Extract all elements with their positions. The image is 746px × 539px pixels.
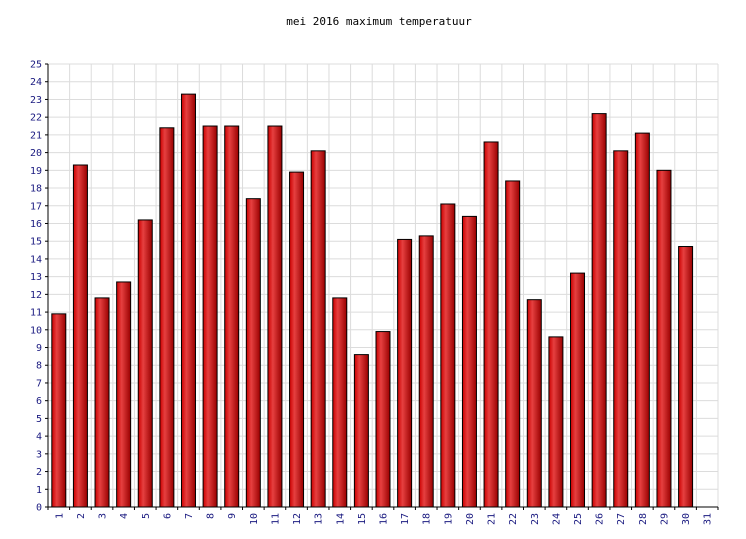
x-tick-label: 6 [162, 513, 173, 519]
bar-day-8 [202, 125, 218, 508]
bar-day-11 [267, 125, 283, 508]
x-tick-label: 22 [508, 513, 519, 525]
x-tick-label: 14 [335, 513, 346, 525]
bar-day-1 [51, 313, 67, 508]
x-tick-label: 19 [443, 513, 454, 525]
x-tick-label: 28 [638, 513, 649, 525]
x-tick-label: 10 [249, 513, 260, 525]
x-tick-label: 2 [76, 513, 87, 519]
bar-day-29 [656, 169, 672, 508]
bar-day-7 [180, 93, 196, 508]
x-tick-label: 20 [465, 513, 476, 525]
x-tick-label: 4 [119, 513, 130, 519]
y-tick-label: 9 [36, 343, 42, 354]
x-tick-label: 12 [292, 513, 303, 525]
x-tick-label: 9 [227, 513, 238, 519]
y-tick-label: 16 [30, 219, 42, 230]
y-tick-label: 4 [36, 432, 42, 443]
x-tick-label: 16 [379, 513, 390, 525]
y-tick-label: 15 [30, 237, 42, 248]
y-tick-label: 14 [30, 254, 42, 265]
y-tick-label: 13 [30, 272, 42, 283]
y-tick-label: 0 [36, 503, 42, 514]
bars [51, 93, 694, 508]
x-tick-label: 31 [703, 513, 714, 525]
y-tick-label: 19 [30, 166, 42, 177]
y-tick-label: 17 [30, 201, 42, 212]
x-tick-label: 25 [573, 513, 584, 525]
bar-day-24 [548, 336, 564, 508]
y-axis-ticks: 0123456789101112131415161718192021222324… [30, 60, 42, 514]
bar-day-2 [72, 164, 88, 508]
axes [45, 63, 719, 510]
x-tick-label: 11 [270, 513, 281, 525]
x-tick-label: 23 [530, 513, 541, 525]
y-tick-label: 6 [36, 396, 42, 407]
x-tick-label: 27 [616, 513, 627, 525]
bar-day-19 [440, 203, 456, 508]
x-tick-label: 26 [595, 513, 606, 525]
y-tick-label: 11 [30, 308, 42, 319]
bar-day-12 [289, 171, 305, 508]
chart-title: mei 2016 maximum temperatuur [286, 15, 472, 28]
bar-day-27 [613, 150, 629, 508]
x-tick-label: 1 [54, 513, 65, 519]
bar-day-17 [397, 238, 413, 508]
bar-day-22 [505, 180, 521, 508]
y-tick-label: 23 [30, 95, 42, 106]
y-tick-label: 10 [30, 325, 42, 336]
bar-day-26 [591, 113, 607, 508]
y-tick-label: 5 [36, 414, 42, 425]
x-tick-label: 21 [487, 513, 498, 525]
y-tick-label: 21 [30, 130, 42, 141]
y-tick-label: 2 [36, 467, 42, 478]
bar-day-14 [332, 297, 348, 508]
x-tick-label: 17 [400, 513, 411, 525]
bar-day-21 [483, 141, 499, 508]
x-tick-label: 7 [184, 513, 195, 519]
bar-day-5 [137, 219, 153, 508]
y-tick-label: 20 [30, 148, 42, 159]
bar-day-15 [353, 354, 369, 508]
x-tick-label: 8 [206, 513, 217, 519]
x-tick-label: 5 [141, 513, 152, 519]
x-tick-label: 13 [314, 513, 325, 525]
x-tick-label: 24 [551, 513, 562, 525]
y-tick-label: 25 [30, 60, 42, 71]
bar-day-23 [526, 299, 542, 508]
y-tick-label: 7 [36, 378, 42, 389]
bar-day-28 [634, 132, 650, 508]
bar-day-10 [245, 198, 261, 508]
bar-day-20 [461, 215, 477, 508]
x-tick-label: 18 [422, 513, 433, 525]
bar-day-4 [116, 281, 132, 508]
bar-day-3 [94, 297, 110, 508]
x-tick-label: 15 [357, 513, 368, 525]
y-tick-label: 1 [36, 485, 42, 496]
bar-day-16 [375, 331, 391, 508]
bar-day-25 [570, 272, 586, 508]
bar-day-30 [678, 246, 694, 508]
y-tick-label: 24 [30, 77, 42, 88]
y-tick-label: 18 [30, 184, 42, 195]
y-tick-label: 8 [36, 361, 42, 372]
y-tick-label: 22 [30, 113, 42, 124]
x-axis-ticks: 1 2 3 4 5 6 7 8 9 10 11 12 13 14 15 16 17 18 19 20 21 22 23 24 2… [54, 513, 713, 525]
y-tick-label: 3 [36, 449, 42, 460]
bar-day-18 [418, 235, 434, 508]
y-tick-label: 12 [30, 290, 42, 301]
x-tick-label: 3 [98, 513, 109, 519]
x-tick-label: 29 [659, 513, 670, 525]
bar-day-13 [310, 150, 326, 508]
x-tick-label: 30 [681, 513, 692, 525]
bar-day-9 [224, 125, 240, 508]
bar-day-6 [159, 127, 175, 508]
